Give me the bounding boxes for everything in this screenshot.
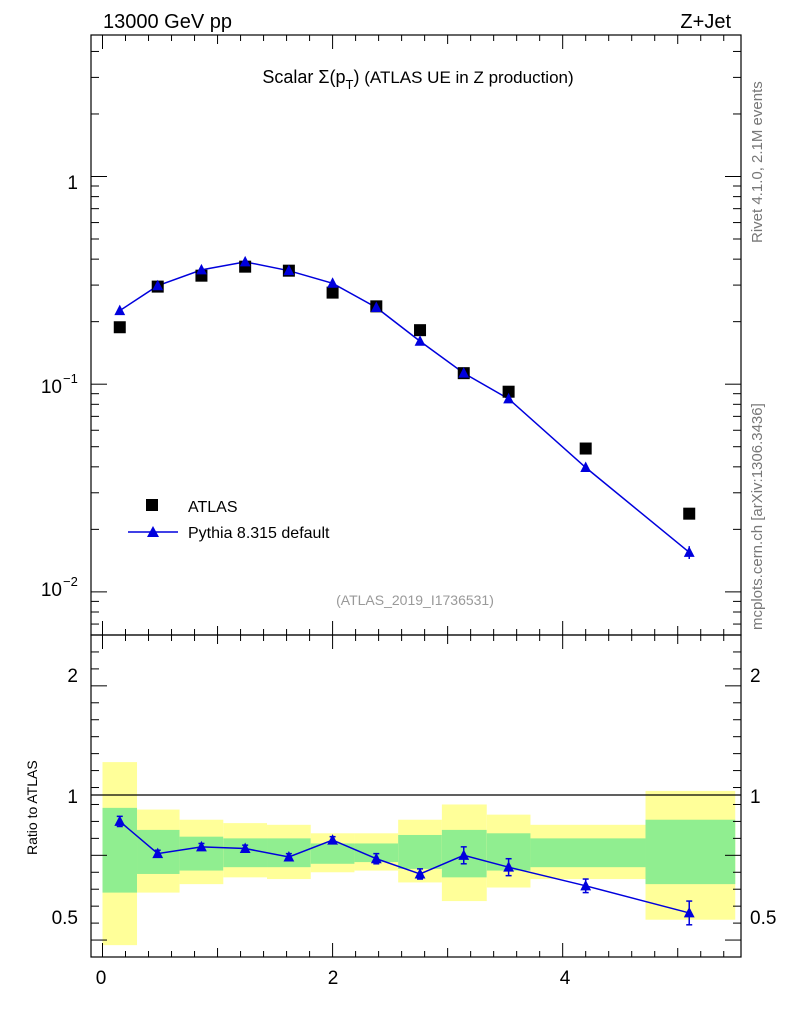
ratio-point — [414, 867, 426, 879]
ratio-point — [503, 861, 515, 872]
side-mcplots-label: mcplots.cern.ch [arXiv:1306.3436] — [749, 403, 766, 630]
data-point-pythia — [152, 279, 164, 291]
band-green-11 — [645, 819, 736, 885]
side-rivet-label: Rivet 4.1.0, 2.1M events — [749, 81, 766, 243]
xtick-label-2: 2 — [328, 968, 339, 989]
mc-line — [119, 261, 690, 553]
data-point-atlas — [502, 385, 515, 398]
data-point-pythia — [114, 304, 126, 316]
ratio-ylabel: Ratio to ATLAS — [24, 760, 40, 855]
ratio-ytick-label-0.5: 0.5 — [52, 908, 78, 929]
ytick-label-1: 1 — [67, 173, 78, 194]
xtick-label-4: 4 — [560, 968, 571, 989]
series-lines — [119, 261, 690, 914]
analysis-label: (ATLAS_2019_I1736531) — [336, 592, 494, 608]
legend-pythia-label: Pythia 8.315 default — [188, 525, 330, 542]
ratio-point — [239, 842, 251, 854]
data-point-atlas — [683, 507, 696, 520]
data-point-pythia — [580, 461, 592, 473]
data-point-pythia — [239, 255, 251, 267]
ratio-ytick-label-2: 2 — [67, 666, 78, 687]
ratio-point — [196, 840, 207, 852]
ratio-ytick-label-0.5-right: 0.5 — [750, 908, 776, 929]
axis-ticks — [91, 35, 741, 957]
data-point-pythia — [458, 367, 470, 378]
ytick-label-0.01: 10 — [41, 580, 62, 601]
data-point-pythia — [327, 277, 338, 288]
data-point-pythia — [283, 264, 295, 276]
ratio-point — [458, 849, 470, 860]
band-green-10 — [530, 838, 646, 868]
data-point-atlas — [579, 442, 592, 455]
ratio-point — [683, 906, 695, 918]
ratio-point — [152, 847, 164, 859]
data-point-pythia — [414, 335, 426, 346]
data-point-pythia — [683, 546, 695, 557]
ratio-point — [580, 879, 592, 891]
xtick-label-0: 0 — [96, 968, 107, 989]
ytick-exp-0.1: −1 — [63, 371, 78, 386]
plot-title: Scalar Σ(pT) (ATLAS UE in Z production) — [262, 67, 573, 92]
band-green-7 — [398, 834, 442, 869]
ytick-exp-0.01: −2 — [63, 574, 78, 589]
data-point-atlas — [113, 321, 126, 334]
legend-atlas-marker — [146, 499, 158, 511]
data-point-pythia — [503, 392, 515, 404]
band-green-5 — [310, 843, 355, 864]
data-point-pythia — [370, 301, 382, 313]
ytick-label-0.1: 10 — [41, 377, 62, 398]
data-point-atlas — [414, 324, 427, 337]
ratio-point — [370, 852, 382, 864]
ratio-line — [119, 820, 690, 914]
data-point-atlas — [326, 286, 339, 299]
ratio-plot-frame — [90, 634, 742, 958]
ratio-ytick-label-2-right: 2 — [750, 666, 761, 687]
ratio-point — [283, 851, 295, 862]
ratio-ytick-label-1-right: 1 — [750, 787, 761, 808]
data-point-pythia — [196, 263, 207, 275]
header-left: 13000 GeV pp — [103, 11, 232, 33]
legend-atlas-label: ATLAS — [188, 499, 238, 516]
uncertainty-bands — [102, 762, 736, 946]
ratio-point — [114, 815, 126, 826]
series-markers — [113, 255, 696, 926]
ratio-point — [327, 834, 338, 845]
ratio-ytick-label-1: 1 — [67, 787, 78, 808]
header-right: Z+Jet — [680, 11, 731, 33]
legend-pythia-marker — [147, 526, 159, 537]
